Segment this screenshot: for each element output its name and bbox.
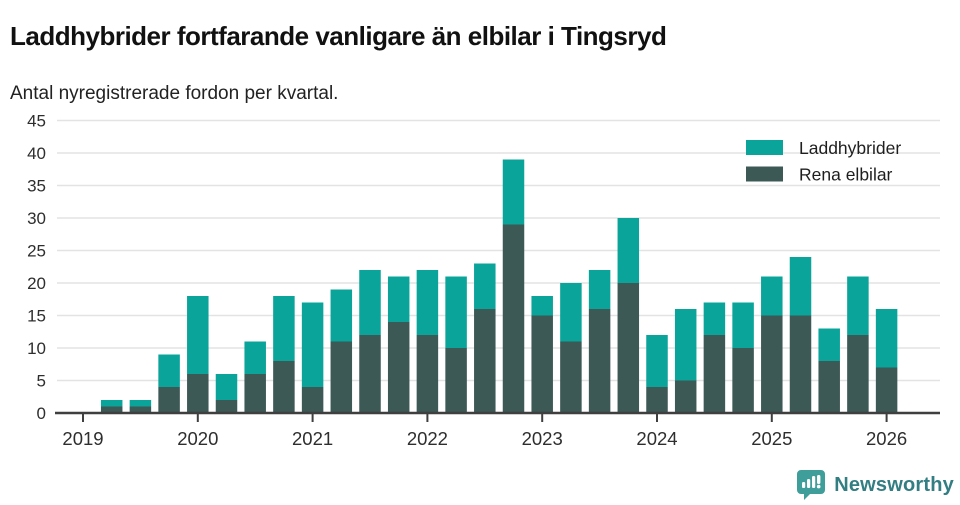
y-axis-tick-label: 25 <box>27 242 46 261</box>
newsworthy-logo-icon <box>797 470 826 500</box>
x-axis-tick-label: 2023 <box>522 428 563 449</box>
bar-segment-rena-elbilar <box>273 361 295 413</box>
bar-segment-laddhybrider <box>875 309 898 368</box>
y-axis-tick-label: 5 <box>37 372 46 391</box>
bar-segment-rena-elbilar <box>646 387 668 413</box>
brand-name: Newsworthy <box>834 473 954 496</box>
x-axis-tick-label: 2026 <box>866 428 907 449</box>
bar-segment-rena-elbilar <box>244 374 266 413</box>
bar-segment-rena-elbilar <box>789 315 812 413</box>
bar-segment-rena-elbilar <box>703 335 726 413</box>
y-axis-tick-label: 0 <box>37 404 46 423</box>
bar-segment-rena-elbilar <box>732 348 754 413</box>
bar-segment-laddhybrider <box>732 302 754 348</box>
x-axis-tick-label: 2024 <box>636 428 677 449</box>
bar-segment-rena-elbilar <box>129 406 152 413</box>
bar-segment-laddhybrider <box>531 296 553 316</box>
bar-segment-rena-elbilar <box>674 380 697 413</box>
bar-segment-laddhybrider <box>387 276 410 322</box>
legend-swatch <box>746 166 783 182</box>
bar-segment-rena-elbilar <box>761 315 783 413</box>
bar-segment-laddhybrider <box>129 400 152 407</box>
y-axis-tick-label: 10 <box>27 339 46 358</box>
bar-segment-laddhybrider <box>761 276 783 316</box>
bar-segment-laddhybrider <box>273 296 295 361</box>
bar-segment-laddhybrider <box>789 257 812 316</box>
bar-segment-laddhybrider <box>244 341 266 374</box>
bar-segment-laddhybrider <box>359 270 381 335</box>
bar-segment-rena-elbilar <box>187 374 209 413</box>
bar-segment-rena-elbilar <box>301 387 324 413</box>
bar-segment-laddhybrider <box>187 296 209 374</box>
bar-segment-rena-elbilar <box>330 341 353 413</box>
x-axis-tick-label: 2020 <box>177 428 218 449</box>
x-axis-tick-label: 2021 <box>292 428 333 449</box>
x-axis-tick-label: 2022 <box>407 428 448 449</box>
y-axis-tick-label: 20 <box>27 274 46 293</box>
bar-segment-laddhybrider <box>474 263 496 309</box>
bar-segment-rena-elbilar <box>215 400 238 413</box>
bar-segment-rena-elbilar <box>875 367 898 413</box>
chart-title: Laddhybrider fortfarande vanligare än el… <box>10 21 667 52</box>
y-axis-tick-label: 35 <box>27 177 46 196</box>
chart-subtitle: Antal nyregistrerade fordon per kvartal. <box>10 83 339 104</box>
bar-segment-rena-elbilar <box>531 315 553 413</box>
bar-segment-rena-elbilar <box>158 387 180 413</box>
bar-segment-rena-elbilar <box>100 406 123 413</box>
bar-segment-laddhybrider <box>445 276 467 348</box>
bar-segment-rena-elbilar <box>416 335 439 413</box>
bar-segment-rena-elbilar <box>617 283 640 413</box>
bar-segment-rena-elbilar <box>847 335 869 413</box>
bar-segment-laddhybrider <box>617 218 640 283</box>
bar-segment-laddhybrider <box>847 276 869 335</box>
bar-segment-laddhybrider <box>416 270 439 335</box>
bar-segment-rena-elbilar <box>588 309 611 413</box>
legend-label: Laddhybrider <box>799 138 901 158</box>
bar-segment-laddhybrider <box>560 283 582 342</box>
bar-segment-rena-elbilar <box>387 322 410 413</box>
bar-segment-laddhybrider <box>703 302 726 335</box>
y-axis-tick-label: 45 <box>27 112 46 131</box>
bar-segment-laddhybrider <box>818 328 840 361</box>
y-axis-tick-label: 40 <box>27 144 46 163</box>
x-axis-tick-label: 2019 <box>62 428 103 449</box>
bar-segment-laddhybrider <box>158 354 180 387</box>
y-axis-tick-label: 30 <box>27 209 46 228</box>
legend-swatch <box>746 140 783 155</box>
bar-segment-rena-elbilar <box>818 361 840 413</box>
bar-segment-rena-elbilar <box>560 341 582 413</box>
x-axis-tick-label: 2025 <box>751 428 792 449</box>
y-axis-tick-label: 15 <box>27 307 46 326</box>
bar-segment-rena-elbilar <box>502 224 525 413</box>
bar-segment-laddhybrider <box>330 289 353 342</box>
bar-segment-laddhybrider <box>301 302 324 387</box>
legend-label: Rena elbilar <box>799 165 893 185</box>
bar-segment-laddhybrider <box>215 374 238 400</box>
bar-segment-laddhybrider <box>674 309 697 381</box>
brand-footer: Newsworthy <box>796 469 954 501</box>
bar-segment-laddhybrider <box>100 400 123 407</box>
bar-segment-laddhybrider <box>502 159 525 225</box>
bar-segment-rena-elbilar <box>359 335 381 413</box>
bar-segment-laddhybrider <box>646 335 668 387</box>
bar-segment-rena-elbilar <box>445 348 467 413</box>
bar-segment-laddhybrider <box>588 270 611 309</box>
bar-segment-rena-elbilar <box>474 309 496 413</box>
